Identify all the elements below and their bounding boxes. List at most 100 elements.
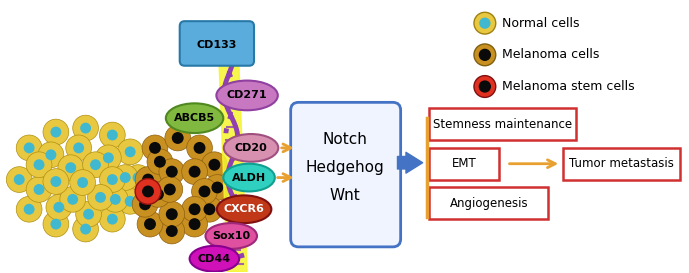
- Circle shape: [480, 81, 491, 92]
- Circle shape: [58, 155, 83, 180]
- Ellipse shape: [166, 103, 223, 133]
- Circle shape: [99, 206, 125, 232]
- Circle shape: [80, 123, 91, 133]
- Text: Hedgehog: Hedgehog: [306, 160, 384, 175]
- Circle shape: [205, 175, 230, 200]
- Text: Melanoma stem cells: Melanoma stem cells: [502, 80, 635, 93]
- Circle shape: [34, 184, 45, 195]
- FancyBboxPatch shape: [291, 102, 400, 247]
- Circle shape: [65, 162, 76, 173]
- Ellipse shape: [223, 164, 275, 191]
- Circle shape: [182, 196, 207, 222]
- Circle shape: [192, 179, 217, 204]
- Circle shape: [201, 152, 227, 177]
- Circle shape: [212, 182, 223, 193]
- Circle shape: [43, 211, 69, 237]
- Circle shape: [107, 214, 118, 225]
- Circle shape: [137, 211, 163, 237]
- Circle shape: [26, 177, 52, 202]
- Circle shape: [96, 145, 121, 171]
- Circle shape: [159, 218, 185, 244]
- Text: EMT: EMT: [452, 157, 476, 170]
- Circle shape: [50, 176, 61, 187]
- Circle shape: [172, 132, 184, 144]
- Circle shape: [45, 149, 56, 160]
- Circle shape: [50, 127, 61, 138]
- Ellipse shape: [224, 134, 278, 162]
- Circle shape: [480, 49, 491, 60]
- FancyBboxPatch shape: [429, 108, 576, 140]
- Circle shape: [60, 186, 85, 212]
- Circle shape: [107, 174, 118, 185]
- Text: CD271: CD271: [227, 90, 267, 100]
- Circle shape: [166, 166, 178, 177]
- Circle shape: [83, 152, 108, 177]
- Circle shape: [73, 216, 99, 242]
- FancyBboxPatch shape: [563, 148, 680, 180]
- Circle shape: [99, 167, 125, 192]
- Circle shape: [103, 186, 128, 212]
- Circle shape: [34, 159, 45, 170]
- Circle shape: [209, 159, 220, 171]
- Circle shape: [165, 125, 191, 151]
- Circle shape: [125, 196, 136, 207]
- Text: Sox10: Sox10: [212, 231, 250, 241]
- Circle shape: [23, 204, 34, 215]
- Circle shape: [23, 143, 34, 153]
- Circle shape: [139, 198, 151, 210]
- Text: Notch: Notch: [322, 132, 368, 147]
- Circle shape: [159, 159, 185, 185]
- Circle shape: [125, 146, 136, 157]
- Circle shape: [50, 219, 61, 230]
- Circle shape: [154, 156, 166, 168]
- Circle shape: [117, 188, 143, 214]
- Circle shape: [17, 196, 42, 222]
- Circle shape: [189, 166, 200, 177]
- Text: Tumor metastasis: Tumor metastasis: [569, 157, 674, 170]
- Circle shape: [135, 167, 161, 192]
- Circle shape: [80, 224, 91, 235]
- Circle shape: [189, 203, 200, 215]
- Ellipse shape: [205, 223, 257, 249]
- Circle shape: [103, 152, 114, 163]
- Text: CD20: CD20: [235, 143, 267, 153]
- Circle shape: [107, 130, 118, 141]
- Circle shape: [132, 191, 158, 217]
- FancyBboxPatch shape: [180, 21, 254, 66]
- Circle shape: [187, 135, 212, 161]
- Circle shape: [133, 172, 143, 183]
- Circle shape: [88, 185, 114, 210]
- Circle shape: [194, 142, 205, 154]
- Text: CXCR6: CXCR6: [224, 204, 265, 214]
- Circle shape: [182, 211, 207, 237]
- Text: Angiogenesis: Angiogenesis: [449, 197, 528, 210]
- FancyArrowPatch shape: [398, 152, 422, 173]
- Circle shape: [65, 135, 92, 161]
- Circle shape: [110, 194, 121, 205]
- Circle shape: [145, 182, 171, 207]
- Circle shape: [198, 185, 210, 197]
- FancyBboxPatch shape: [429, 188, 548, 219]
- Text: CD44: CD44: [198, 254, 231, 264]
- Text: Melanoma cells: Melanoma cells: [502, 48, 599, 61]
- Text: CD133: CD133: [196, 40, 236, 50]
- Circle shape: [203, 203, 216, 215]
- Circle shape: [17, 135, 42, 161]
- FancyBboxPatch shape: [429, 148, 499, 180]
- Text: ABCB5: ABCB5: [174, 113, 215, 123]
- Ellipse shape: [189, 246, 239, 272]
- Circle shape: [90, 159, 101, 170]
- Circle shape: [157, 177, 183, 202]
- Circle shape: [189, 218, 200, 230]
- Circle shape: [38, 142, 64, 168]
- Circle shape: [83, 209, 94, 220]
- Circle shape: [43, 169, 69, 194]
- Circle shape: [144, 218, 156, 230]
- Circle shape: [125, 165, 151, 191]
- Circle shape: [43, 119, 69, 145]
- Ellipse shape: [216, 81, 278, 110]
- Circle shape: [474, 76, 496, 97]
- Circle shape: [474, 12, 496, 34]
- Circle shape: [120, 172, 131, 183]
- Circle shape: [152, 188, 164, 200]
